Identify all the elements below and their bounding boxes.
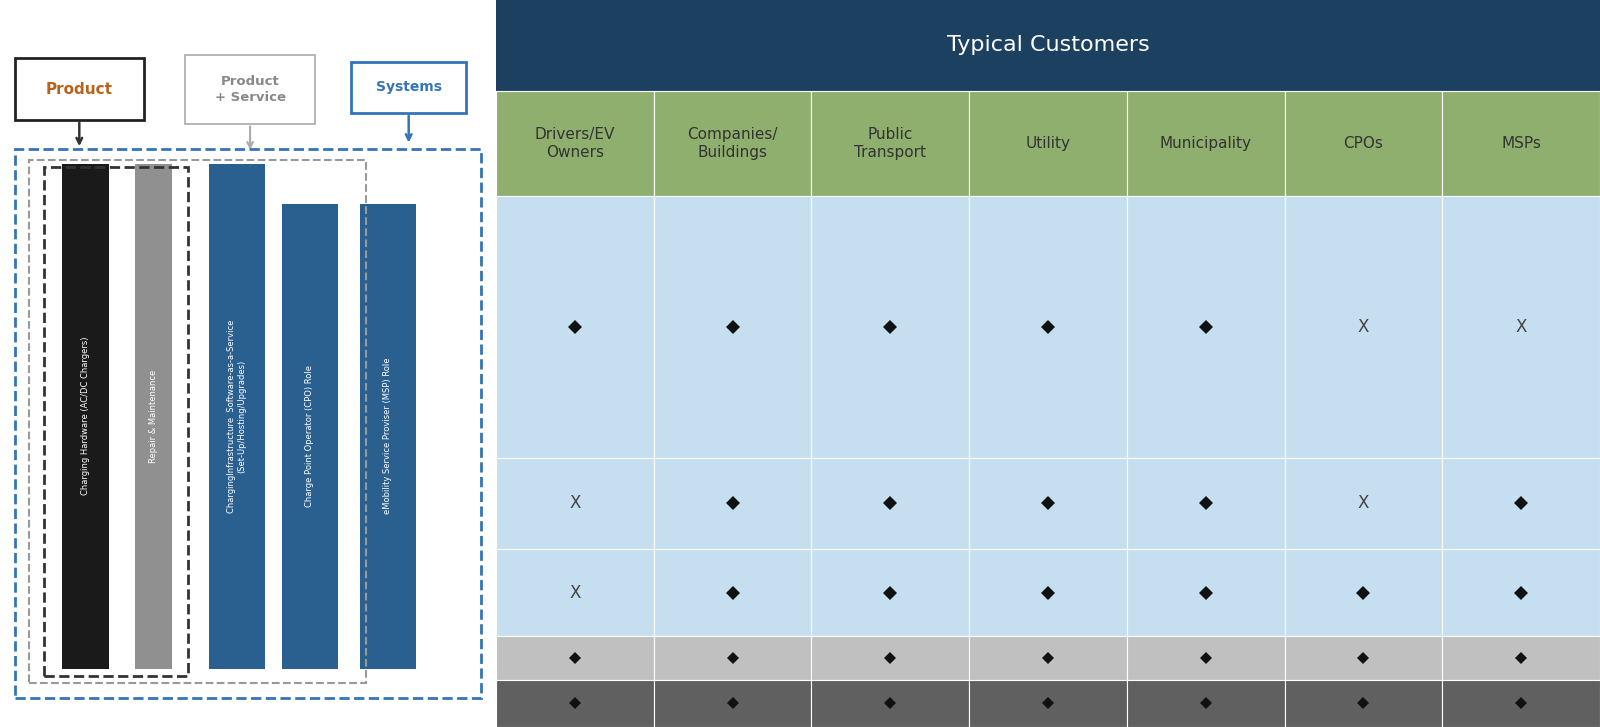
Bar (496, 196, 654, 458)
Bar (1442, 680, 1600, 727)
Bar (811, 196, 970, 458)
Bar (970, 458, 1126, 549)
Bar (811, 680, 970, 727)
Bar (970, 549, 1126, 636)
Text: Charging Hardware (AC/DC Chargers): Charging Hardware (AC/DC Chargers) (82, 337, 90, 496)
Text: Drivers/EV
Owners: Drivers/EV Owners (534, 127, 614, 160)
Bar (14, 58, 144, 120)
Text: ChargingInfrastructure  Software-as-a-Service
(Set-Up/Hosting/Upgrades): ChargingInfrastructure Software-as-a-Ser… (227, 320, 246, 513)
Bar (654, 549, 811, 636)
Bar (1442, 196, 1600, 458)
Bar (1285, 91, 1442, 196)
Bar (1285, 680, 1442, 727)
Bar (136, 164, 173, 669)
Bar (352, 62, 466, 113)
Bar (62, 164, 109, 669)
Bar (654, 680, 811, 727)
Bar (970, 636, 1126, 680)
Bar (496, 636, 654, 680)
Text: Municipality: Municipality (1160, 136, 1251, 151)
Bar (1126, 458, 1285, 549)
Bar (29, 160, 366, 683)
Bar (654, 196, 811, 458)
Text: Typical Customers: Typical Customers (947, 36, 1149, 55)
Bar (811, 458, 970, 549)
Bar (1442, 458, 1600, 549)
Bar (208, 164, 264, 669)
Text: Product
+ Service: Product + Service (214, 75, 285, 103)
Bar (1442, 91, 1600, 196)
Bar (360, 204, 416, 669)
Bar (970, 680, 1126, 727)
Bar (811, 636, 970, 680)
Bar (14, 149, 480, 698)
Text: Public
Transport: Public Transport (854, 127, 926, 160)
Text: Product: Product (46, 81, 112, 97)
Bar (496, 91, 654, 196)
Bar (43, 167, 187, 676)
Bar (654, 91, 811, 196)
Bar (1126, 196, 1285, 458)
Bar (1285, 636, 1442, 680)
Bar (1285, 196, 1442, 458)
Text: X: X (1358, 494, 1370, 513)
Bar (811, 91, 970, 196)
Text: CPOs: CPOs (1344, 136, 1384, 151)
Text: Utility: Utility (1026, 136, 1070, 151)
Bar (1285, 549, 1442, 636)
Bar (186, 55, 315, 124)
Text: X: X (1515, 318, 1526, 336)
Bar (811, 549, 970, 636)
Text: MSPs: MSPs (1501, 136, 1541, 151)
Bar (1442, 549, 1600, 636)
Bar (496, 549, 654, 636)
Bar (496, 458, 654, 549)
Bar (1126, 636, 1285, 680)
Text: X: X (1358, 318, 1370, 336)
Bar (970, 91, 1126, 196)
Bar (1126, 680, 1285, 727)
Bar (1285, 458, 1442, 549)
Text: Companies/
Buildings: Companies/ Buildings (688, 127, 778, 160)
Bar (496, 0, 1600, 91)
Bar (1126, 549, 1285, 636)
Bar (970, 196, 1126, 458)
Bar (654, 458, 811, 549)
Text: X: X (570, 494, 581, 513)
Text: Repair & Maintenance: Repair & Maintenance (149, 369, 158, 463)
Text: Charge Point Operator (CPO) Role: Charge Point Operator (CPO) Role (306, 365, 314, 507)
Bar (496, 680, 654, 727)
Text: Systems: Systems (376, 80, 442, 95)
Bar (1442, 636, 1600, 680)
Text: X: X (570, 584, 581, 601)
Text: eMobility Service Proviser (MSP) Role: eMobility Service Proviser (MSP) Role (384, 358, 392, 515)
Bar (282, 204, 338, 669)
Bar (654, 636, 811, 680)
Bar (1126, 91, 1285, 196)
